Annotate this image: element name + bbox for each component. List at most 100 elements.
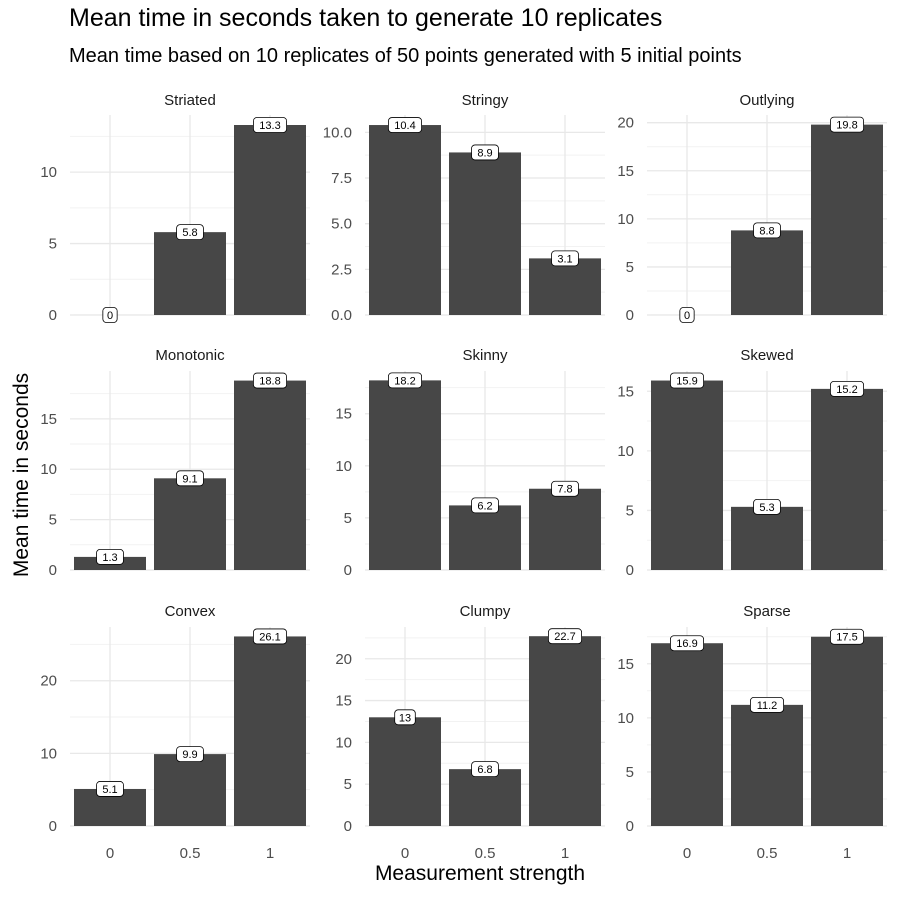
value-label-box [551,250,579,267]
y-tick-label: 5 [49,236,57,253]
value-label: 5.3 [753,498,781,515]
facet-monotonic: Monotonic 0 5 10 15 1.3 9.1 18.8 [40,347,310,579]
value-label: 5.1 [96,781,124,797]
facet-title: Clumpy [460,603,511,620]
y-tick-label: 5 [49,512,57,529]
y-tick-label: 20 [40,673,57,690]
bar-outlying-0.5 [731,230,803,315]
value-label: 1.3 [96,549,124,565]
facet-sparse: Sparse 0 5 10 15 16.9 11.2 17.5 0 0.5 1 [617,603,887,862]
facet-title: Skewed [740,347,793,364]
x-tick-label: 1 [266,845,274,862]
value-label-text: 6.2 [477,500,492,512]
value-label: 9.9 [176,746,204,762]
value-label-box [830,380,865,397]
bar-monotonic-0.5 [154,478,226,570]
x-tick-label: 0.5 [757,845,778,862]
y-tick-label: 5 [344,776,352,793]
y-tick-label: 0 [344,562,352,579]
bar-sparse-0 [651,643,723,826]
y-tick-label: 5 [626,764,634,781]
y-tick-label: 0 [344,818,352,835]
facet-title: Convex [165,603,216,620]
bar-skewed-0.5 [731,506,803,570]
x-tick-label: 1 [561,845,569,862]
value-label: 0 [679,307,695,323]
value-label-box [670,372,705,389]
value-label-text: 8.9 [477,147,492,159]
value-label-text: 7.8 [557,484,572,496]
value-label-text: 22.7 [554,631,575,643]
value-label-text: 18.8 [259,376,280,388]
value-label-box [96,781,124,797]
facet-skinny: Skinny 0 5 10 15 18.2 6.2 7.8 [335,347,605,579]
value-label: 3.1 [551,250,579,267]
facet-title: Skinny [462,347,508,364]
bar-outlying-1 [811,124,883,315]
value-label-box [102,307,118,323]
bar-skinny-0.5 [449,505,521,570]
value-label-box [753,222,781,239]
bar-skinny-1 [529,488,601,570]
y-tick-label: 15 [617,383,634,400]
value-label: 10.4 [387,117,422,133]
bar-skinny-0 [369,380,441,570]
facet-stringy: Stringy 0.0 2.5 5.0 7.5 10.0 10.4 8.9 3.1 [323,92,605,324]
value-label-box [471,144,499,161]
bar-convex-0.5 [154,754,226,826]
value-label: 13 [394,709,416,726]
value-label: 8.9 [471,144,499,161]
value-label-text: 3.1 [557,253,572,265]
value-label-text: 8.8 [759,225,774,237]
value-label-text: 11.2 [757,700,778,712]
y-tick-label: 7.5 [331,170,352,187]
value-label-box [471,761,499,778]
value-label-box [670,635,705,652]
y-tick-label: 5 [344,510,352,527]
x-tick-label: 0 [683,845,691,862]
y-tick-label: 2.5 [331,261,352,278]
value-label: 13.3 [252,117,287,133]
value-label: 15.9 [670,372,705,389]
bar-sparse-1 [811,636,883,826]
value-label-box [252,628,287,645]
chart-title: Mean time in seconds taken to generate 1… [69,4,663,32]
value-label-box [679,307,695,323]
chart-subtitle: Mean time based on 10 replicates of 50 p… [69,45,742,67]
value-label-text: 5.1 [102,784,117,796]
value-label-box [548,628,583,645]
value-label-text: 10.4 [394,120,415,132]
value-label-text: 0 [684,310,690,322]
y-tick-label: 15 [335,693,352,710]
y-tick-label: 5 [626,259,634,276]
bar-clumpy-1 [529,636,601,826]
value-label: 17.5 [830,628,865,645]
value-label-box [252,372,287,389]
value-label-text: 9.9 [182,749,197,761]
x-tick-label: 0.5 [180,845,201,862]
y-tick-label: 0.0 [331,307,352,324]
value-label-box [394,709,416,726]
y-tick-label: 5 [626,502,634,519]
value-label-box [96,549,124,565]
facet-striated: Striated 0 5 10 0 5.8 13.3 [40,92,310,324]
value-label: 16.9 [670,635,705,652]
value-label-text: 15.2 [836,384,857,396]
value-label-box [176,224,204,241]
value-label-box [830,116,865,133]
value-label: 22.7 [548,628,583,645]
value-label-text: 26.1 [259,631,280,643]
x-tick-label: 0 [106,845,114,862]
bar-monotonic-1 [234,380,306,570]
y-tick-label: 0 [49,818,57,835]
value-label: 18.2 [387,372,422,389]
value-label: 7.8 [551,480,579,497]
value-label-text: 17.5 [836,632,857,644]
y-tick-label: 10 [617,710,634,727]
facet-skewed: Skewed 0 5 10 15 15.9 5.3 15.2 [617,347,887,579]
facet-title: Sparse [743,603,791,620]
value-label-box [551,480,579,497]
value-label-text: 5.8 [182,227,197,239]
y-tick-label: 20 [335,651,352,668]
